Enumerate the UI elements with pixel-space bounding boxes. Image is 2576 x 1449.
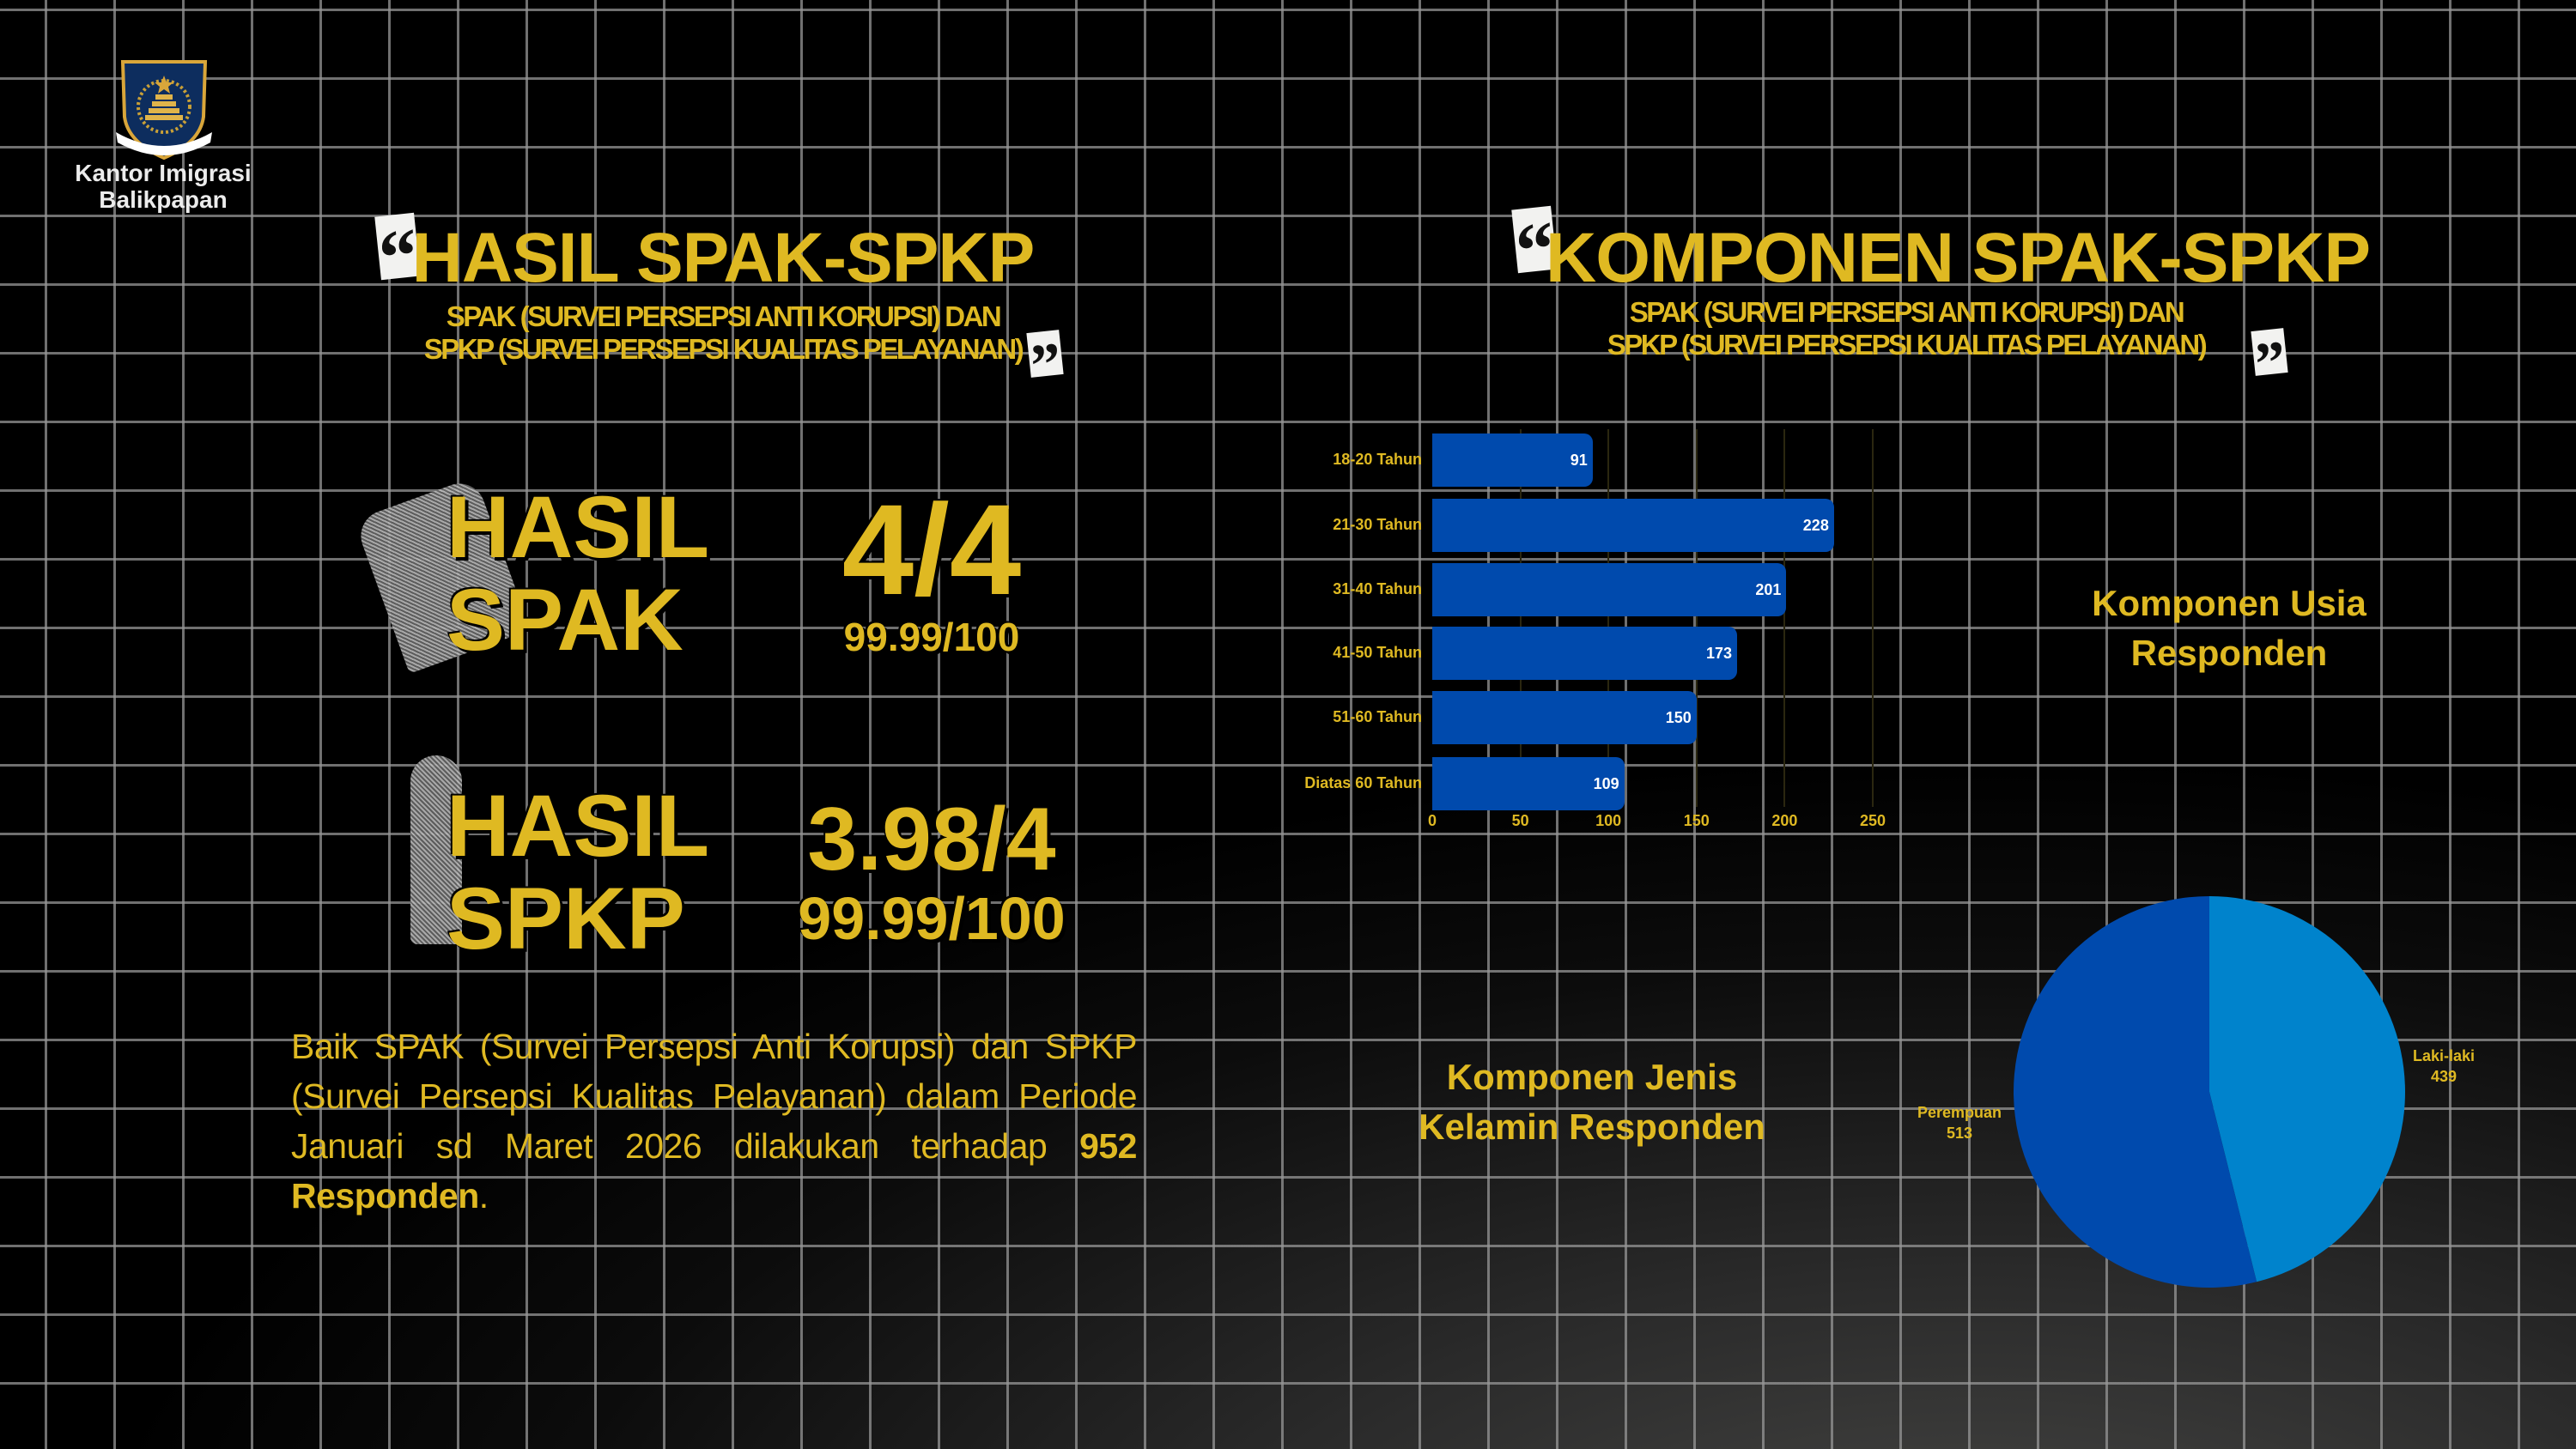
x-tick-label: 50 — [1511, 812, 1529, 829]
gender-chart-title: Komponen Jenis Kelamin Responden — [1419, 1057, 1765, 1147]
left-title: HASIL SPAK-SPKP — [411, 219, 1036, 297]
bar: 109 — [1432, 757, 1625, 810]
respondent-count: 952 Responden — [291, 1126, 1138, 1216]
pie-slice-perempuan — [2014, 896, 2257, 1288]
bar-value-label: 150 — [1665, 709, 1692, 726]
age-chart-title: Komponen Usia Responden — [2092, 583, 2366, 673]
bar-value-label: 201 — [1755, 581, 1782, 598]
chart-gridline — [1607, 429, 1610, 807]
chart-gridline — [1783, 429, 1786, 807]
bar-category-label: 41-50 Tahun — [1333, 644, 1422, 661]
spak-score: 4/4 — [841, 477, 1022, 621]
bar-category-label: 18-20 Tahun — [1333, 451, 1422, 468]
bar-value-label: 91 — [1570, 452, 1588, 469]
spkp-score: 3.98/4 — [807, 790, 1056, 889]
bar-category-label: 21-30 Tahun — [1333, 516, 1422, 533]
bar-category-label: Diatas 60 Tahun — [1304, 774, 1422, 791]
bar-value-label: 173 — [1705, 645, 1732, 662]
spak-score-100: 99.99/100 — [843, 615, 1020, 659]
bar: 173 — [1432, 627, 1737, 680]
chart-gridline — [1872, 429, 1874, 807]
office-name: Kantor Imigrasi Balikpapan — [75, 160, 252, 213]
left-subtitle: SPAK (SURVEI PERSEPSI ANTI KORUPSI) DAN … — [423, 300, 1024, 365]
bar-category-label: 51-60 Tahun — [1333, 708, 1422, 725]
close-quote-icon: ” — [1026, 330, 1064, 378]
bar-category-label: 31-40 Tahun — [1333, 580, 1422, 597]
bar-value-label: 109 — [1593, 775, 1619, 792]
bar: 91 — [1432, 433, 1593, 487]
spak-label: HASIL SPAK — [447, 478, 709, 669]
right-title: KOMPONEN SPAK-SPKP — [1546, 219, 2371, 297]
x-tick-label: 200 — [1771, 812, 1798, 829]
close-quote-icon: ” — [2251, 328, 2288, 376]
bar: 228 — [1432, 499, 1834, 552]
spkp-label: HASIL SPKP — [447, 777, 709, 967]
pie-label: Laki-laki 439 — [2413, 1047, 2475, 1085]
bar: 150 — [1432, 691, 1697, 744]
chart-gridline — [1519, 429, 1522, 807]
x-tick-label: 150 — [1683, 812, 1710, 829]
summary-paragraph: Baik SPAK (Survei Persepsi Anti Korupsi)… — [291, 1027, 1138, 1216]
gender-pie-chart: Laki-laki 439 Perempuan 513 — [1917, 896, 2475, 1288]
bar-value-label: 228 — [1802, 517, 1829, 534]
right-subtitle: SPAK (SURVEI PERSEPSI ANTI KORUPSI) DAN … — [1607, 296, 2208, 361]
x-tick-label: 100 — [1595, 812, 1622, 829]
spkp-score-100: 99.99/100 — [798, 885, 1066, 952]
x-tick-label: 0 — [1427, 812, 1437, 829]
bar: 201 — [1432, 563, 1787, 616]
pie-label: Perempuan 513 — [1917, 1104, 2002, 1142]
hand-microphone-image — [410, 755, 462, 944]
x-tick-label: 250 — [1859, 812, 1886, 829]
imigrasi-logo — [116, 60, 212, 161]
chart-gridline — [1695, 429, 1698, 807]
pie-slice-laki-laki — [2209, 896, 2405, 1282]
